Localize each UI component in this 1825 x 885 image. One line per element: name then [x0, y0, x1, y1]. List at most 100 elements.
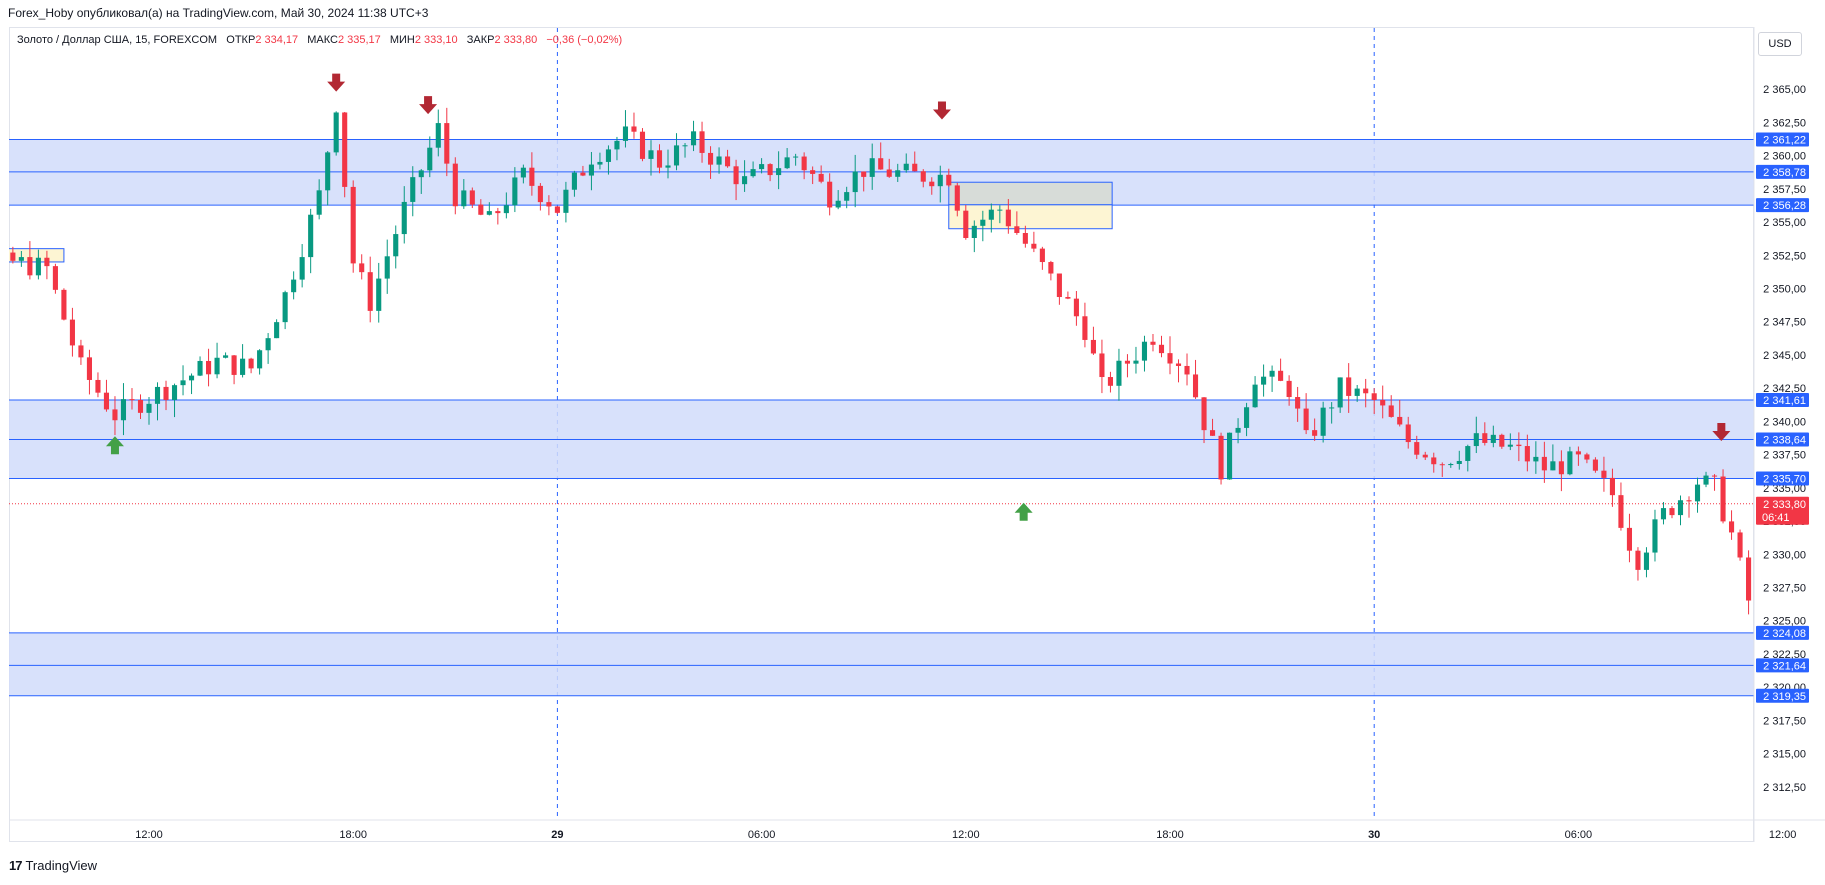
candle	[265, 338, 271, 351]
candle	[861, 171, 867, 177]
price-tick-label: 2 340,00	[1763, 416, 1806, 428]
candle	[929, 181, 935, 187]
candle	[486, 211, 492, 215]
bar-countdown-label: 06:41	[1762, 512, 1790, 524]
symbol-legend: Золото / Доллар США, 15, FOREXCOM ОТКР2 …	[17, 34, 628, 46]
level-price-tag	[1756, 658, 1809, 673]
level-price-label: 2 341,61	[1763, 395, 1806, 407]
candle	[69, 319, 75, 346]
candle	[367, 272, 373, 311]
candle	[1022, 232, 1028, 244]
tradingview-footer[interactable]: 17 TradingView	[9, 858, 97, 873]
candle	[1465, 446, 1471, 461]
candle	[588, 164, 594, 176]
current-price-label: 2 333,80	[1763, 499, 1806, 511]
candle	[1755, 597, 1760, 601]
candle	[1244, 407, 1250, 428]
candle	[1772, 594, 1777, 615]
time-tick-label: 30	[1368, 829, 1380, 841]
candle	[1184, 365, 1190, 375]
currency-button[interactable]: USD	[1758, 32, 1802, 56]
candle	[716, 156, 722, 165]
candle	[1550, 461, 1556, 471]
candle	[1278, 370, 1284, 381]
order-block-box	[948, 204, 1113, 230]
candle	[742, 176, 748, 185]
arrow-up-icon	[1014, 502, 1033, 521]
order-block-box	[948, 181, 1113, 206]
candle	[1635, 550, 1641, 570]
price-tick-label: 2 337,50	[1763, 450, 1806, 462]
arrow-down-icon	[327, 73, 346, 92]
candle	[563, 189, 569, 213]
candle	[580, 172, 586, 176]
candle	[835, 200, 841, 208]
candle	[605, 149, 612, 162]
candle	[1746, 557, 1752, 601]
candle	[1806, 528, 1811, 553]
candle	[1609, 477, 1615, 496]
candle	[86, 357, 92, 380]
time-tick-label: 12:00	[1769, 829, 1797, 841]
candle	[1209, 430, 1216, 436]
candle	[1286, 380, 1292, 398]
candle	[1337, 377, 1343, 408]
candle	[631, 126, 637, 132]
level-price-tag	[1756, 198, 1809, 213]
candle	[1048, 262, 1054, 274]
candle	[1431, 457, 1437, 465]
candle	[112, 409, 118, 421]
candle	[1669, 508, 1675, 516]
candle	[478, 204, 484, 215]
candle	[1167, 353, 1173, 364]
candle	[418, 170, 424, 178]
candle	[537, 185, 543, 203]
candle	[342, 112, 348, 187]
candle	[146, 403, 152, 413]
candle	[257, 350, 263, 369]
price-tick-label: 2 360,00	[1763, 151, 1806, 163]
candle	[171, 385, 178, 400]
candle	[291, 279, 297, 293]
level-price-label: 2 324,08	[1763, 628, 1806, 640]
axis-layer: 2 365,00 2 362,50 2 360,00 2 357,50 2 355,00…	[9, 27, 1825, 842]
arrow-down-icon	[1712, 423, 1731, 442]
candle	[214, 357, 220, 375]
candle	[733, 166, 739, 185]
candle	[78, 345, 84, 358]
candle	[1592, 459, 1598, 471]
price-tick-label: 2 325,00	[1763, 616, 1806, 628]
candle	[427, 147, 433, 171]
symbol-name: Золото / Доллар США, 15, FOREXCOM	[17, 34, 218, 46]
price-tick-label: 2 357,50	[1763, 184, 1806, 196]
candle	[384, 256, 390, 279]
candle	[1158, 344, 1165, 354]
tradingview-logo-icon: 17	[9, 858, 23, 873]
candle	[1703, 475, 1709, 485]
low-value: 2 333,10	[414, 34, 458, 46]
candle	[1397, 416, 1403, 425]
candle	[520, 167, 526, 178]
candle	[180, 380, 186, 386]
candle	[1448, 463, 1454, 466]
candle	[1541, 456, 1547, 471]
candle	[656, 150, 663, 168]
candle	[1354, 388, 1360, 396]
candle	[1720, 476, 1726, 522]
level-price-tag	[1756, 688, 1809, 703]
candle	[1039, 248, 1045, 263]
candle	[129, 399, 135, 401]
candle	[1346, 377, 1352, 396]
candle	[18, 257, 24, 261]
candle	[1814, 513, 1819, 528]
candle	[359, 263, 365, 273]
candle	[197, 360, 203, 376]
candle	[231, 355, 237, 375]
candle	[759, 164, 765, 170]
candle	[954, 185, 960, 211]
candle	[308, 214, 314, 258]
candle	[1473, 433, 1479, 447]
candle	[350, 186, 356, 264]
candle	[444, 123, 450, 164]
